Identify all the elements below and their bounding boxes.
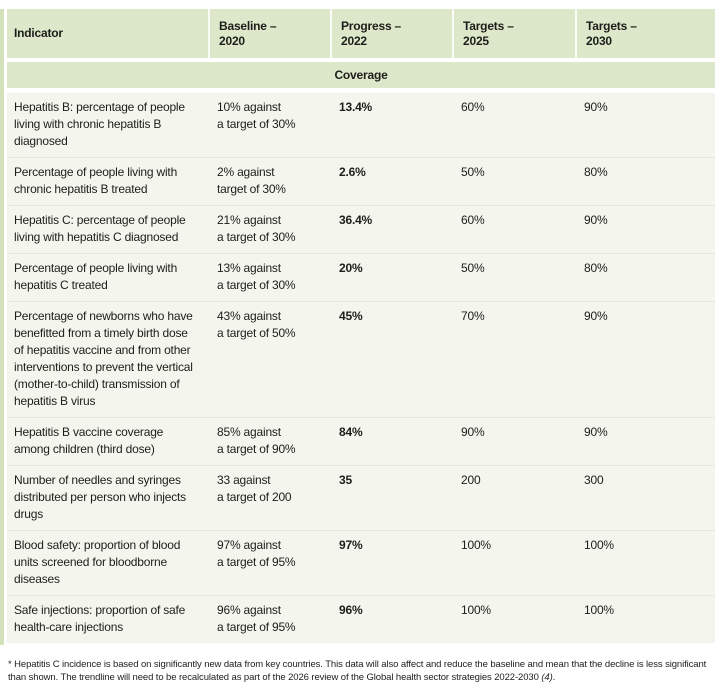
- baseline-cell: 2% against target of 30%: [217, 165, 286, 196]
- indicator-cell: Percentage of newborns who have benefitt…: [14, 309, 193, 408]
- progress-cell: 84%: [339, 425, 363, 439]
- targets-2025-cell: 200: [461, 473, 481, 487]
- table-row: Blood safety: proportion of blood units …: [7, 530, 715, 595]
- targets-2030-cell: 90%: [584, 213, 608, 227]
- table-row: Percentage of people living with hepatit…: [7, 253, 715, 301]
- footnote: * Hepatitis C incidence is based on sign…: [8, 658, 716, 684]
- table-row: Number of needles and syringes distribut…: [7, 465, 715, 530]
- indicator-cell: Number of needles and syringes distribut…: [14, 473, 186, 521]
- footnote-reference: (4): [541, 672, 553, 683]
- hepatitis-targets-table: Indicator Baseline – 2020 Progress – 202…: [7, 9, 715, 643]
- indicator-cell: Safe injections: proportion of safe heal…: [14, 603, 186, 634]
- column-header-label: Progress – 2022: [341, 18, 402, 48]
- table-row: Safe injections: proportion of safe heal…: [7, 595, 715, 643]
- column-header-label: Baseline – 2020: [219, 18, 277, 48]
- baseline-cell: 13% against a target of 30%: [217, 261, 296, 292]
- table-row: Percentage of people living with chronic…: [7, 157, 715, 205]
- indicator-cell: Blood safety: proportion of blood units …: [14, 538, 181, 586]
- indicator-cell: Hepatitis B vaccine coverage among child…: [14, 425, 164, 456]
- indicator-cell: Percentage of people living with chronic…: [14, 165, 178, 196]
- column-header-progress-2022: Progress – 2022: [330, 9, 452, 58]
- targets-2025-cell: 50%: [461, 165, 485, 179]
- table-row: Hepatitis C: percentage of people living…: [7, 205, 715, 253]
- column-header-baseline-2020: Baseline – 2020: [208, 9, 330, 58]
- table-row: Hepatitis B: percentage of people living…: [7, 93, 715, 157]
- baseline-cell: 10% against a target of 30%: [217, 100, 296, 131]
- indicator-cell: Percentage of people living with hepatit…: [14, 261, 178, 292]
- indicator-cell: Hepatitis C: percentage of people living…: [14, 213, 186, 244]
- targets-2025-cell: 60%: [461, 213, 485, 227]
- progress-cell: 45%: [339, 309, 363, 323]
- targets-2030-cell: 90%: [584, 309, 608, 323]
- indicator-cell: Hepatitis B: percentage of people living…: [14, 100, 185, 148]
- targets-2030-cell: 100%: [584, 603, 614, 617]
- table-row: Hepatitis B vaccine coverage among child…: [7, 417, 715, 465]
- targets-2025-cell: 60%: [461, 100, 485, 114]
- table-body: Hepatitis B: percentage of people living…: [7, 93, 715, 643]
- column-header-targets-2030: Targets – 2030: [575, 9, 715, 58]
- section-header-coverage: Coverage: [7, 62, 715, 88]
- targets-2030-cell: 80%: [584, 165, 608, 179]
- progress-cell: 35: [339, 473, 352, 487]
- baseline-cell: 21% against a target of 30%: [217, 213, 296, 244]
- targets-2025-cell: 90%: [461, 425, 485, 439]
- targets-2030-cell: 100%: [584, 538, 614, 552]
- targets-2030-cell: 90%: [584, 425, 608, 439]
- progress-cell: 96%: [339, 603, 363, 617]
- footnote-suffix: .: [552, 672, 556, 683]
- footnote-text: * Hepatitis C incidence is based on sign…: [8, 659, 707, 683]
- table-header-row: Indicator Baseline – 2020 Progress – 202…: [7, 9, 715, 58]
- targets-2030-cell: 90%: [584, 100, 608, 114]
- targets-2025-cell: 100%: [461, 603, 491, 617]
- progress-cell: 97%: [339, 538, 363, 552]
- column-header-label: Targets – 2025: [463, 18, 514, 48]
- column-header-label: Targets – 2030: [586, 18, 637, 48]
- column-header-targets-2025: Targets – 2025: [452, 9, 575, 58]
- progress-cell: 36.4%: [339, 213, 373, 227]
- table-accent-stripe: [0, 9, 4, 645]
- progress-cell: 2.6%: [339, 165, 366, 179]
- targets-2025-cell: 100%: [461, 538, 491, 552]
- targets-2030-cell: 80%: [584, 261, 608, 275]
- targets-2025-cell: 50%: [461, 261, 485, 275]
- baseline-cell: 33 against a target of 200: [217, 473, 292, 504]
- baseline-cell: 43% against a target of 50%: [217, 309, 296, 340]
- targets-2025-cell: 70%: [461, 309, 485, 323]
- table-row: Percentage of newborns who have benefitt…: [7, 301, 715, 417]
- progress-cell: 20%: [339, 261, 363, 275]
- progress-cell: 13.4%: [339, 100, 373, 114]
- column-header-label: Indicator: [14, 26, 63, 40]
- targets-2030-cell: 300: [584, 473, 604, 487]
- column-header-indicator: Indicator: [7, 9, 208, 58]
- section-header-label: Coverage: [334, 68, 388, 82]
- baseline-cell: 96% against a target of 95%: [217, 603, 296, 634]
- baseline-cell: 85% against a target of 90%: [217, 425, 296, 456]
- baseline-cell: 97% against a target of 95%: [217, 538, 296, 569]
